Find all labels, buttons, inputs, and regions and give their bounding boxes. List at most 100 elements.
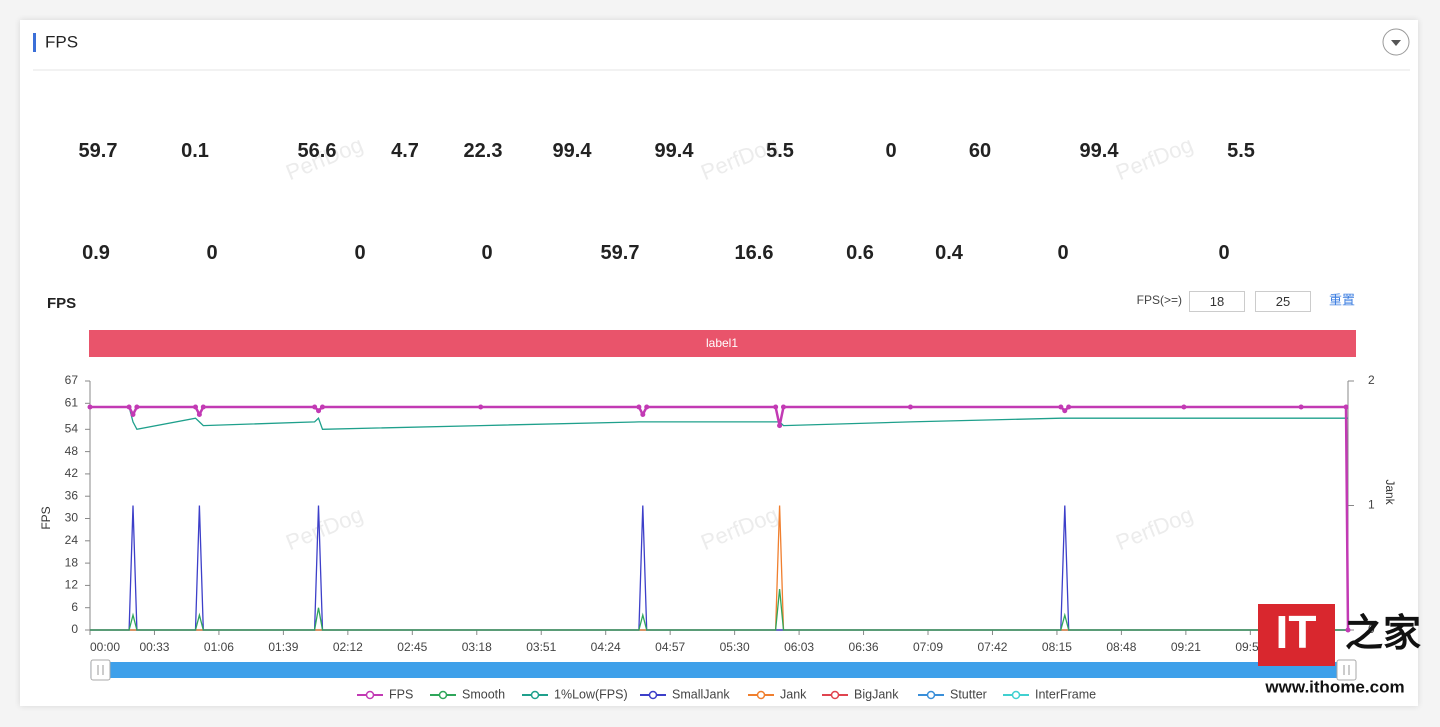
scroll-grip [1343, 665, 1350, 675]
scrollbar[interactable] [90, 659, 1357, 681]
reset-button[interactable]: 重置 [1329, 292, 1355, 307]
legend-item[interactable]: InterFrame [1003, 687, 1096, 701]
header-title: FPS [45, 32, 78, 51]
scroll-handle[interactable] [90, 659, 111, 681]
series-line [90, 406, 1348, 431]
series-marker [196, 411, 202, 417]
legend-label: InterFrame [1035, 687, 1096, 701]
legend-item[interactable]: Jank [748, 687, 807, 701]
x-tick-label: 03:51 [526, 640, 556, 654]
series-line [90, 589, 1348, 631]
y2-axis-title: Jank [1383, 479, 1397, 505]
series-marker [1343, 404, 1349, 410]
logo-mark: IT [1276, 606, 1317, 658]
x-tick-label: 08:15 [1042, 640, 1072, 654]
legend-swatch-dot [648, 690, 658, 700]
legend-swatch-dot [926, 690, 936, 700]
label-bar-text: label1 [706, 336, 738, 350]
y-tick-label: 42 [65, 466, 79, 480]
series-marker [773, 404, 779, 410]
legend-item[interactable]: Smooth [430, 687, 505, 701]
y-tick-label: 67 [65, 373, 79, 387]
legend-swatch-dot [365, 690, 375, 700]
series-marker [780, 404, 786, 410]
x-tick-label: 03:18 [462, 640, 492, 654]
scroll-range[interactable] [100, 662, 1346, 678]
series-marker [126, 404, 132, 410]
series-marker [87, 404, 93, 410]
y-tick-label: 30 [65, 511, 79, 525]
series-marker [312, 404, 318, 410]
watermark: PerfDog [1112, 132, 1196, 185]
x-tick-label: 00:00 [90, 640, 120, 654]
series-marker [200, 404, 206, 410]
logo-name: 之家 [1345, 613, 1421, 655]
legend-item[interactable]: Stutter [918, 687, 987, 701]
x-tick-label: 02:12 [333, 640, 363, 654]
series-marker [192, 404, 198, 410]
x-tick-label: 04:24 [591, 640, 621, 654]
header-accent [33, 33, 36, 52]
series-marker [636, 404, 642, 410]
series-marker [644, 404, 650, 410]
y2-tick-label: 2 [1368, 373, 1375, 387]
y-tick-label: 48 [65, 444, 79, 458]
y2-tick-label: 1 [1368, 498, 1375, 512]
series-marker [316, 408, 322, 414]
series-marker [1062, 408, 1068, 414]
y-tick-label: 61 [65, 395, 79, 409]
x-tick-label: 09:21 [1171, 640, 1201, 654]
legend-item[interactable]: BigJank [822, 687, 899, 701]
x-tick-label: 01:06 [204, 640, 234, 654]
y-tick-label: 36 [65, 488, 79, 502]
legend-label: Jank [780, 687, 807, 701]
watermark: PerfDog [697, 132, 781, 185]
series-marker [1345, 627, 1351, 633]
threshold-input[interactable]: 25 [1255, 291, 1311, 312]
scroll-grip [97, 665, 104, 675]
y-axis-title: FPS [39, 506, 53, 529]
legend-label: 1%Low(FPS) [554, 687, 628, 701]
legend-swatch-dot [1011, 690, 1021, 700]
series-marker [777, 423, 783, 429]
watermark: PerfDog [282, 502, 366, 555]
y-tick-label: 6 [71, 600, 78, 614]
series-marker [134, 404, 140, 410]
series-marker [1181, 404, 1187, 410]
series-marker [1066, 404, 1072, 410]
toggle-arrow[interactable] [1391, 40, 1401, 46]
legend-swatch-dot [530, 690, 540, 700]
card [20, 20, 1418, 706]
x-tick-label: 05:30 [720, 640, 750, 654]
series-marker [640, 411, 646, 417]
x-tick-label: 04:57 [655, 640, 685, 654]
y-tick-label: 18 [65, 555, 79, 569]
logo-mark-bg [1258, 604, 1335, 666]
threshold-input[interactable]: 18 [1189, 291, 1245, 312]
legend-item[interactable]: 1%Low(FPS) [522, 687, 628, 701]
x-tick-label: 02:45 [397, 640, 427, 654]
y-tick-label: 54 [65, 421, 79, 435]
legend-swatch-dot [438, 690, 448, 700]
x-tick-label: 06:03 [784, 640, 814, 654]
y-tick-label: 0 [71, 622, 78, 636]
legend-item[interactable]: FPS [357, 687, 413, 701]
series-marker [907, 404, 913, 410]
x-tick-label: 06:36 [849, 640, 879, 654]
scroll-handle[interactable] [1336, 659, 1357, 681]
collapse-toggle[interactable] [1382, 28, 1410, 56]
watermark: PerfDog [1112, 502, 1196, 555]
y-tick-label: 12 [65, 578, 79, 592]
legend-label: Smooth [462, 687, 505, 701]
legend-label: FPS [389, 687, 413, 701]
legend-item[interactable]: SmallJank [640, 687, 730, 701]
label-bar [89, 330, 1356, 357]
series-marker [1298, 404, 1304, 410]
series-marker [1058, 404, 1064, 410]
series-marker [478, 404, 484, 410]
x-tick-label: 01:39 [268, 640, 298, 654]
logo-url: www.ithome.com [1264, 677, 1404, 696]
series-marker [319, 404, 325, 410]
